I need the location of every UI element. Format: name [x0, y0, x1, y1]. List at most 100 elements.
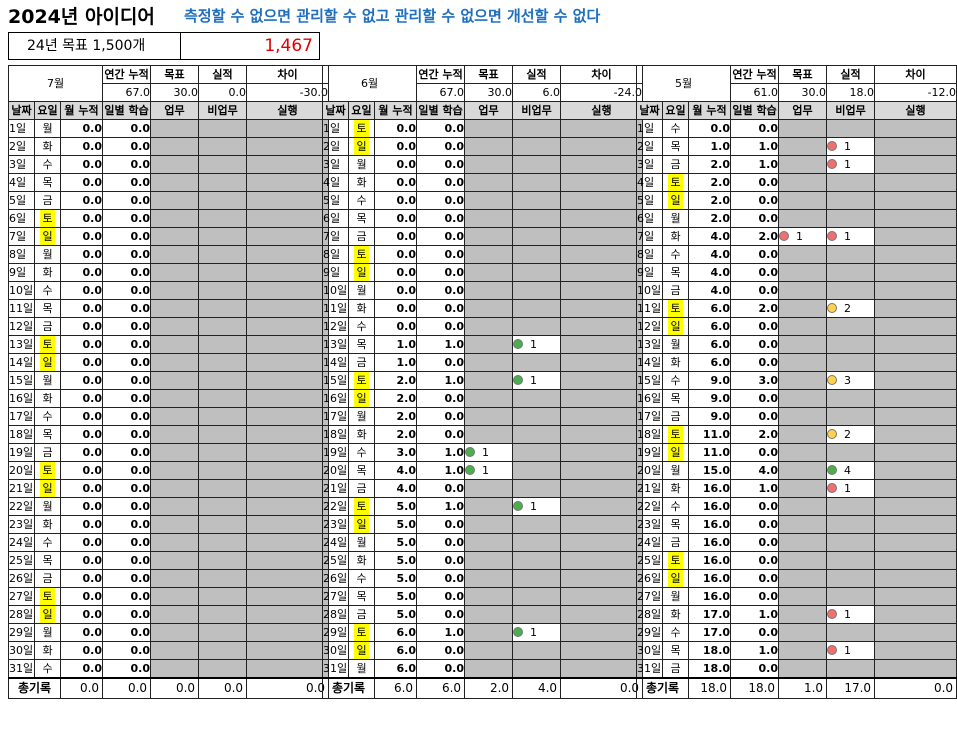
work-cell[interactable]: [464, 533, 514, 552]
execution-cell[interactable]: [560, 587, 644, 606]
execution-cell[interactable]: [246, 605, 330, 624]
month-cum-cell[interactable]: 16.0: [687, 533, 732, 552]
date-cell[interactable]: 13일: [322, 335, 349, 354]
date-cell[interactable]: 26일: [8, 569, 35, 588]
daily-study-cell[interactable]: 0.0: [102, 461, 152, 480]
work-cell[interactable]: [464, 569, 514, 588]
work-cell[interactable]: [778, 317, 828, 336]
work-cell[interactable]: [778, 515, 828, 534]
nonwork-cell[interactable]: 4: [826, 461, 876, 480]
date-cell[interactable]: 25일: [636, 551, 663, 570]
daily-study-cell[interactable]: 1.0: [416, 461, 466, 480]
date-cell[interactable]: 23일: [636, 515, 663, 534]
total-month-cum[interactable]: 18.0: [687, 677, 732, 699]
weekday-cell[interactable]: 일: [348, 515, 375, 534]
weekday-cell[interactable]: 수: [662, 497, 689, 516]
execution-cell[interactable]: [246, 497, 330, 516]
annual-cum-value[interactable]: 61.0: [730, 83, 780, 102]
work-cell[interactable]: [150, 137, 200, 156]
execution-cell[interactable]: [874, 533, 957, 552]
month-cum-cell[interactable]: 0.0: [59, 641, 104, 660]
daily-study-cell[interactable]: 0.0: [102, 587, 152, 606]
annual-cum-value[interactable]: 67.0: [102, 83, 152, 102]
weekday-cell[interactable]: 금: [348, 353, 375, 372]
date-cell[interactable]: 7일: [8, 227, 35, 246]
execution-cell[interactable]: [874, 497, 957, 516]
daily-study-cell[interactable]: 0.0: [102, 407, 152, 426]
date-cell[interactable]: 11일: [636, 299, 663, 318]
weekday-cell[interactable]: 월: [348, 533, 375, 552]
work-cell[interactable]: [150, 335, 200, 354]
daily-study-cell[interactable]: 0.0: [730, 623, 780, 642]
weekday-cell[interactable]: 월: [34, 119, 61, 138]
date-cell[interactable]: 21일: [636, 479, 663, 498]
nonwork-cell[interactable]: [512, 659, 562, 679]
month-cum-cell[interactable]: 0.0: [59, 119, 104, 138]
weekday-cell[interactable]: 토: [34, 587, 61, 606]
date-cell[interactable]: 27일: [322, 587, 349, 606]
daily-study-cell[interactable]: 0.0: [102, 515, 152, 534]
execution-cell[interactable]: [874, 569, 957, 588]
daily-study-cell[interactable]: 1.0: [416, 623, 466, 642]
execution-cell[interactable]: [246, 407, 330, 426]
date-cell[interactable]: 19일: [322, 443, 349, 462]
month-cum-cell[interactable]: 1.0: [373, 335, 418, 354]
daily-study-cell[interactable]: 0.0: [416, 389, 466, 408]
execution-cell[interactable]: [560, 389, 644, 408]
month-cum-cell[interactable]: 0.0: [373, 245, 418, 264]
work-cell[interactable]: [778, 443, 828, 462]
execution-cell[interactable]: [246, 173, 330, 192]
daily-study-cell[interactable]: 0.0: [416, 245, 466, 264]
nonwork-cell[interactable]: [512, 569, 562, 588]
execution-cell[interactable]: [874, 641, 957, 660]
daily-study-cell[interactable]: 0.0: [416, 407, 466, 426]
date-cell[interactable]: 26일: [636, 569, 663, 588]
month-cum-cell[interactable]: 0.0: [59, 155, 104, 174]
execution-cell[interactable]: [246, 227, 330, 246]
weekday-cell[interactable]: 금: [662, 155, 689, 174]
date-cell[interactable]: 5일: [322, 191, 349, 210]
weekday-cell[interactable]: 수: [348, 317, 375, 336]
date-cell[interactable]: 30일: [322, 641, 349, 660]
work-cell[interactable]: [464, 317, 514, 336]
nonwork-cell[interactable]: [198, 641, 248, 660]
execution-cell[interactable]: [246, 263, 330, 282]
nonwork-cell[interactable]: [826, 443, 876, 462]
execution-cell[interactable]: [246, 155, 330, 174]
execution-cell[interactable]: [246, 515, 330, 534]
nonwork-cell[interactable]: 2: [826, 425, 876, 444]
month-cum-cell[interactable]: 0.0: [59, 389, 104, 408]
total-work[interactable]: 0.0: [150, 677, 200, 699]
execution-cell[interactable]: [560, 119, 644, 138]
date-cell[interactable]: 20일: [636, 461, 663, 480]
work-cell[interactable]: [464, 623, 514, 642]
weekday-cell[interactable]: 월: [662, 335, 689, 354]
work-cell[interactable]: [778, 209, 828, 228]
execution-cell[interactable]: [246, 281, 330, 300]
month-cum-cell[interactable]: 0.0: [59, 299, 104, 318]
month-cum-cell[interactable]: 2.0: [373, 407, 418, 426]
work-cell[interactable]: [464, 299, 514, 318]
weekday-cell[interactable]: 토: [348, 119, 375, 138]
month-cum-cell[interactable]: 16.0: [687, 587, 732, 606]
daily-study-cell[interactable]: 1.0: [416, 371, 466, 390]
nonwork-cell[interactable]: 1: [826, 227, 876, 246]
daily-study-cell[interactable]: 0.0: [416, 263, 466, 282]
nonwork-cell[interactable]: [512, 191, 562, 210]
weekday-cell[interactable]: 수: [34, 155, 61, 174]
month-cum-cell[interactable]: 0.0: [373, 155, 418, 174]
execution-cell[interactable]: [874, 371, 957, 390]
daily-study-cell[interactable]: 0.0: [416, 299, 466, 318]
target-value[interactable]: 30.0: [464, 83, 514, 102]
nonwork-cell[interactable]: [826, 335, 876, 354]
work-cell[interactable]: [150, 623, 200, 642]
execution-cell[interactable]: [874, 245, 957, 264]
execution-cell[interactable]: [560, 173, 644, 192]
work-cell[interactable]: [150, 479, 200, 498]
nonwork-cell[interactable]: [826, 353, 876, 372]
month-cum-cell[interactable]: 0.0: [59, 191, 104, 210]
daily-study-cell[interactable]: 0.0: [102, 425, 152, 444]
month-cum-cell[interactable]: 0.0: [59, 479, 104, 498]
date-cell[interactable]: 11일: [322, 299, 349, 318]
date-cell[interactable]: 3일: [322, 155, 349, 174]
